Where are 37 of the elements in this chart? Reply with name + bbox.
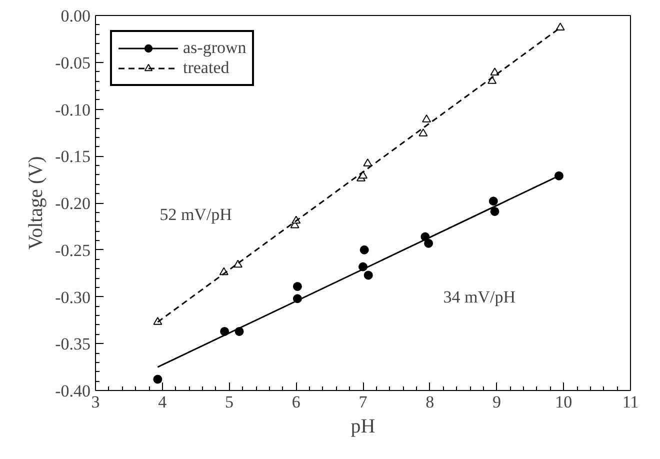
y-tick-label: 0.00 (60, 6, 90, 26)
point (488, 196, 498, 206)
point (422, 114, 432, 122)
legend-label: treated (183, 58, 230, 78)
x-tick-label: 4 (158, 392, 168, 412)
y-tick-label: -0.25 (55, 240, 91, 260)
y-axis-title: Voltage (V) (25, 156, 48, 250)
x-tick-label: 10 (555, 392, 572, 412)
point (360, 245, 369, 254)
y-tick-label: -0.15 (55, 147, 91, 166)
x-tick-label: 9 (492, 392, 501, 412)
x-tick-label: 5 (225, 392, 234, 412)
point (424, 238, 434, 248)
x-axis-title: pH (350, 416, 376, 438)
legend-label: as-grown (183, 38, 246, 58)
y-tick-label: -0.10 (55, 100, 91, 120)
x-tick-label: 11 (622, 392, 639, 412)
point (364, 270, 373, 280)
point (153, 374, 162, 384)
point (554, 171, 564, 180)
point (363, 158, 372, 166)
y-tick-label: -0.30 (55, 288, 91, 307)
y-tick-label: -0.20 (55, 194, 91, 213)
point (556, 22, 565, 30)
point (292, 282, 302, 291)
y-tick-label: -0.35 (55, 334, 91, 354)
y-tick-label: -0.40 (55, 382, 91, 400)
point (490, 68, 500, 76)
x-tick-label: 3 (91, 392, 100, 412)
point (490, 206, 500, 216)
annotation: 34 mV/pH (443, 287, 516, 306)
y-tick-label: -0.05 (55, 53, 91, 72)
x-tick-label: 7 (358, 392, 368, 412)
point (418, 128, 428, 136)
annotation: 52 mV/pH (160, 204, 232, 224)
x-tick-label: 8 (426, 392, 434, 412)
x-tick-label: 6 (292, 392, 300, 412)
